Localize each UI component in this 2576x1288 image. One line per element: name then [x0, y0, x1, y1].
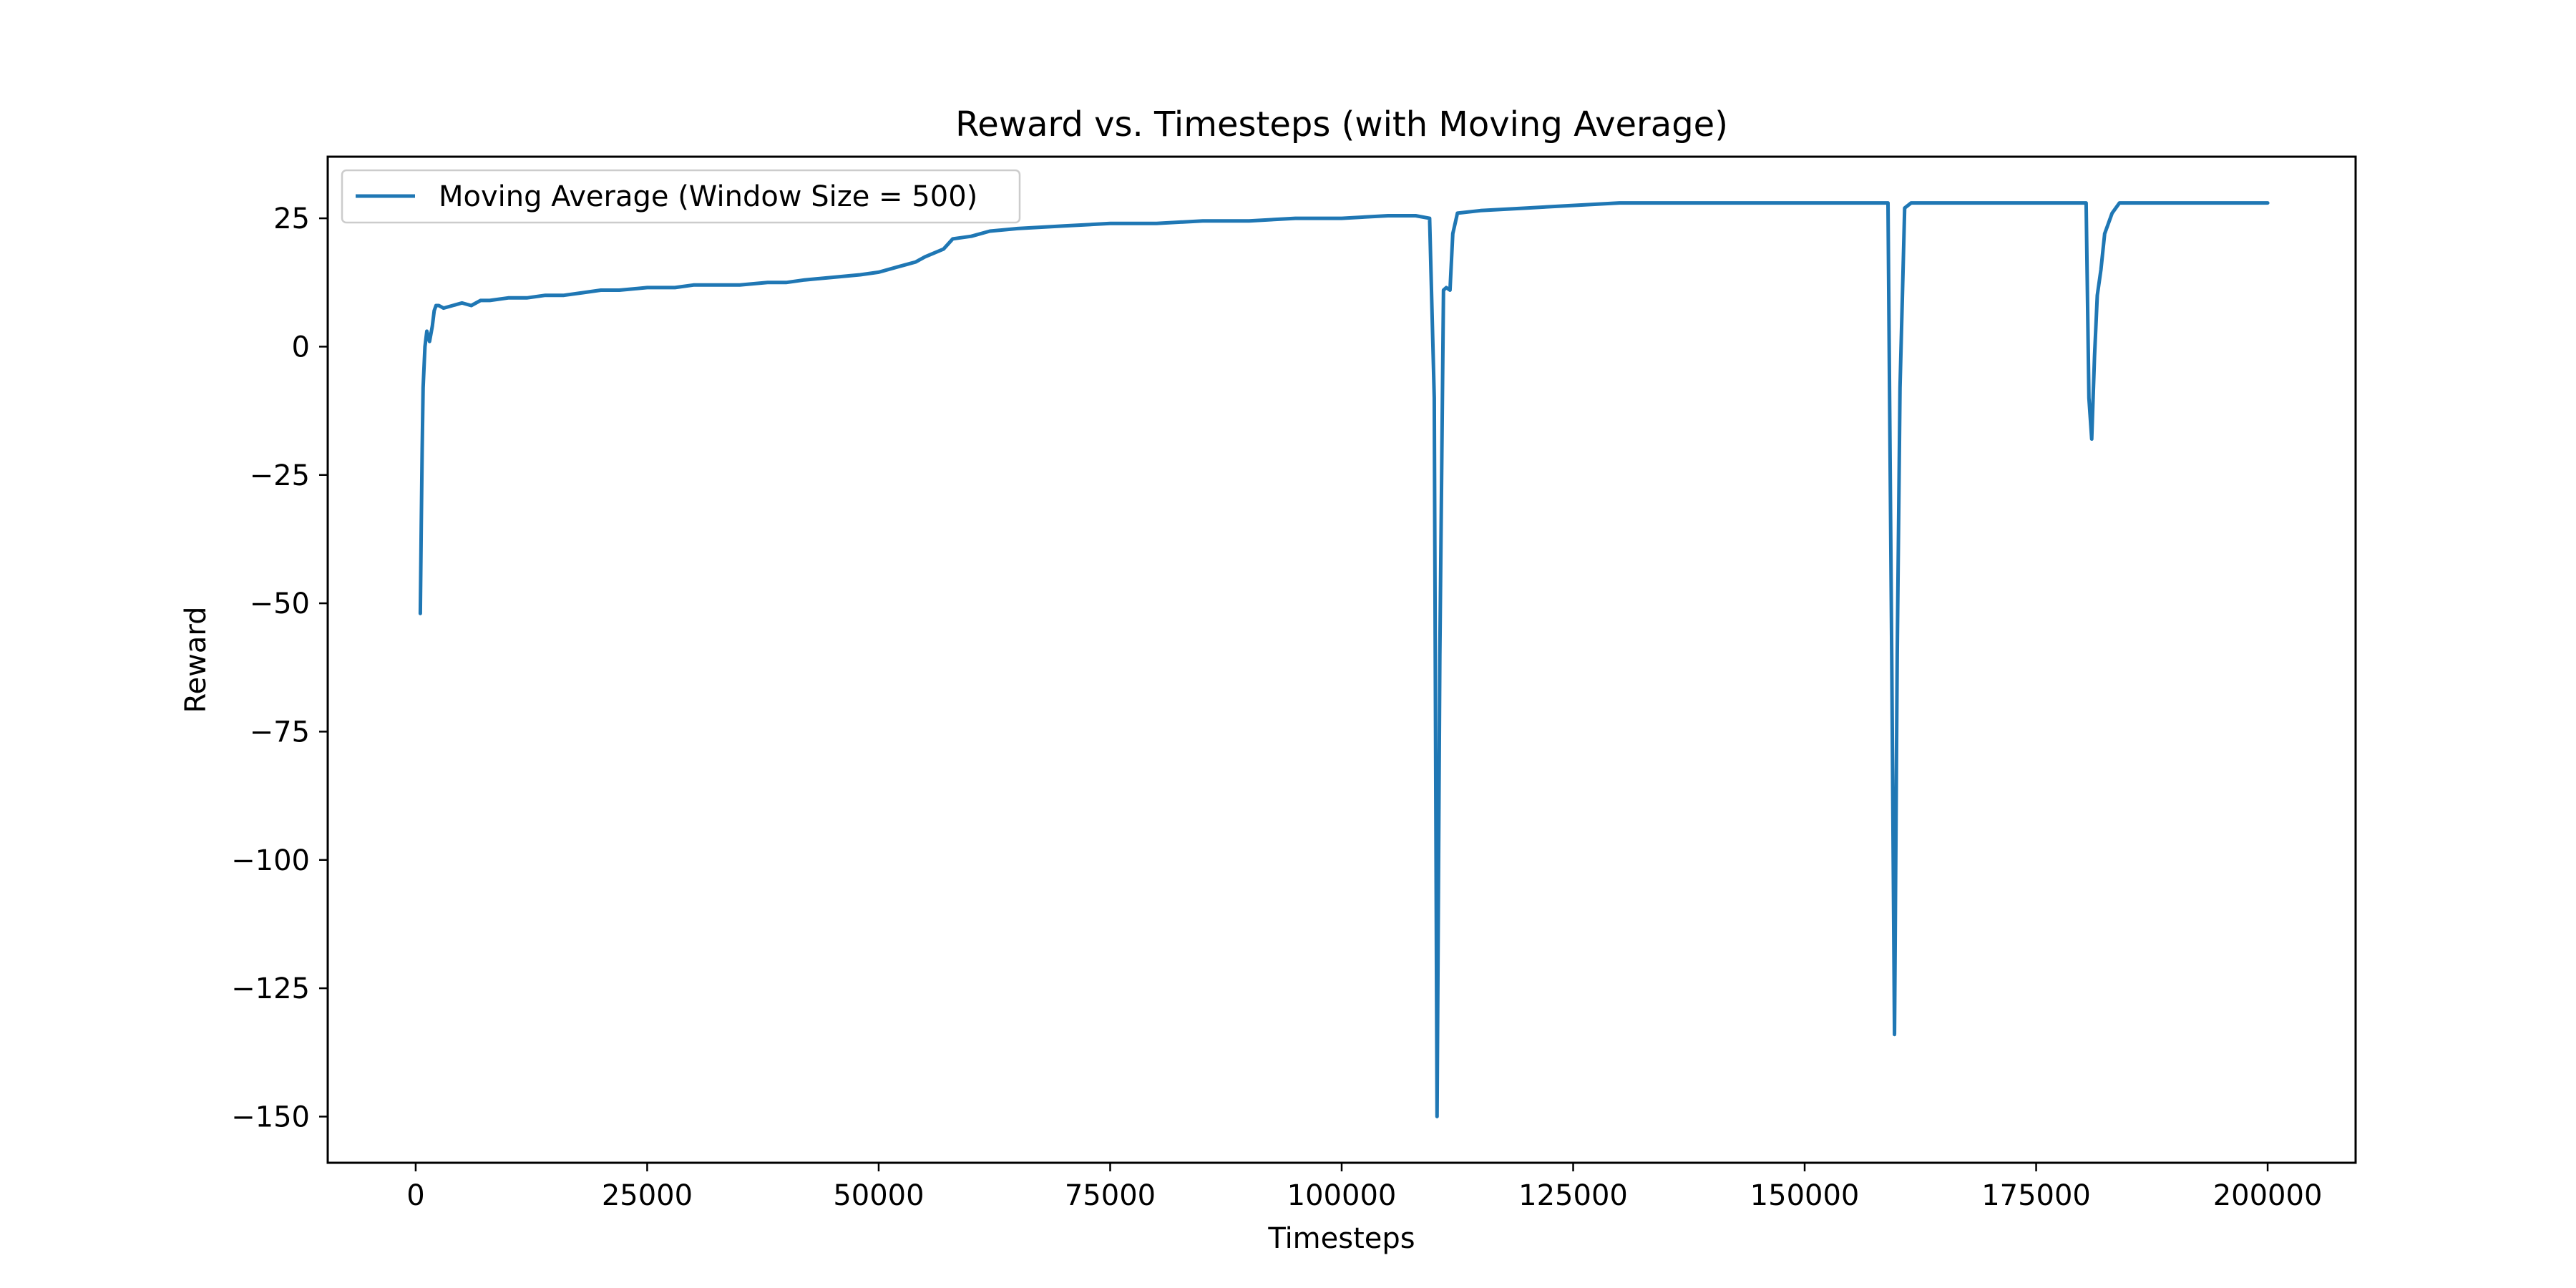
chart-title: Reward vs. Timesteps (with Moving Averag…: [955, 104, 1728, 145]
x-tick-label: 200000: [2213, 1179, 2323, 1212]
y-axis-ticks: 25 0 −25 −50 −75 −100 −125 −150: [231, 203, 328, 1133]
series-line-moving-average: [418, 201, 2270, 1118]
x-tick-label: 150000: [1750, 1179, 1860, 1212]
y-tick-label: −100: [231, 844, 310, 877]
legend-label: Moving Average (Window Size = 500): [439, 180, 977, 213]
x-tick-label: 125000: [1518, 1179, 1628, 1212]
y-tick-label: −50: [250, 587, 310, 620]
x-tick-label: 25000: [602, 1179, 693, 1212]
y-axis-label: Reward: [180, 607, 213, 713]
x-tick-label: 50000: [833, 1179, 924, 1212]
y-tick-label: 0: [292, 331, 310, 364]
x-axis-ticks: 0 25000 50000 75000 100000 125000 150000 175000…: [406, 1163, 2322, 1212]
plot-area: [418, 201, 2270, 1118]
y-tick-label: −150: [231, 1101, 310, 1133]
legend: Moving Average (Window Size = 500): [341, 169, 1021, 224]
y-tick-label: 25: [273, 203, 310, 235]
x-axis-label: Timesteps: [1267, 1222, 1415, 1255]
legend-box: [341, 169, 1021, 224]
x-tick-label: 75000: [1065, 1179, 1156, 1212]
x-tick-label: 100000: [1287, 1179, 1397, 1212]
y-tick-label: −125: [231, 972, 310, 1005]
x-tick-label: 175000: [1981, 1179, 2091, 1212]
y-tick-label: −75: [250, 716, 310, 748]
x-tick-label: 0: [406, 1179, 424, 1212]
y-tick-label: −25: [250, 459, 310, 492]
plot-frame: [326, 155, 2357, 1164]
